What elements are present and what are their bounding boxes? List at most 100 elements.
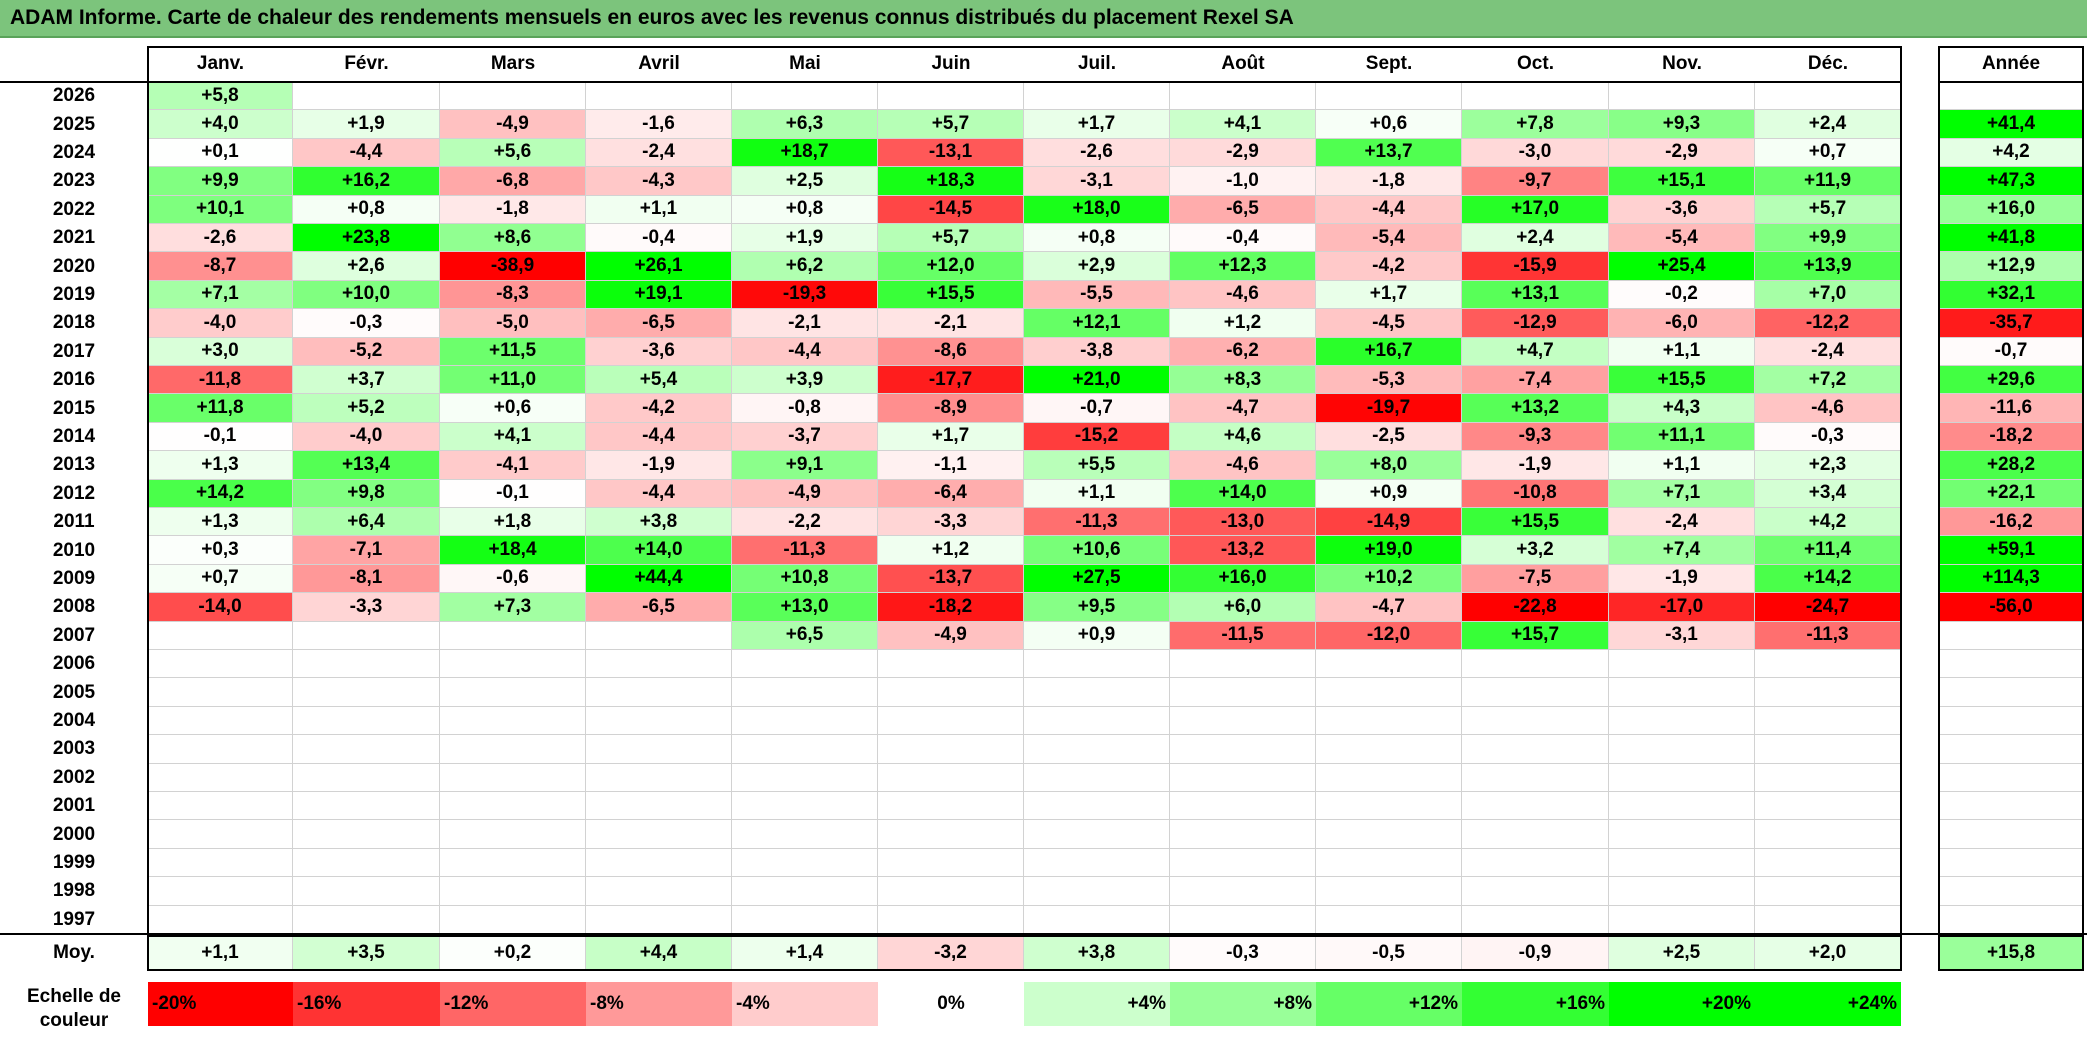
annual-cell <box>1939 877 2083 906</box>
color-scale-swatch: +20% <box>1609 982 1755 1026</box>
year-label: 2005 <box>52 681 96 703</box>
heatmap-cell <box>148 678 293 707</box>
month-header: Août <box>1221 53 1265 74</box>
year-label: 2008 <box>52 596 96 618</box>
heatmap-cell <box>586 905 732 934</box>
heatmap-cell: -6,2 <box>1170 337 1316 366</box>
heatmap-cell: +7,0 <box>1755 280 1901 310</box>
heatmap-cell: -11,5 <box>1170 621 1316 650</box>
heatmap-cell <box>586 763 732 792</box>
heatmap-cell: -12,2 <box>1755 309 1901 338</box>
color-scale-swatch: -4% <box>732 982 878 1026</box>
heatmap-cell <box>1170 706 1316 736</box>
heatmap-cell: +11,5 <box>440 337 586 366</box>
heatmap-cell <box>1462 650 1609 679</box>
heatmap-cell <box>1170 848 1316 878</box>
heatmap-cell <box>1755 678 1901 707</box>
heatmap-cell <box>1170 82 1316 111</box>
table-bottom-divider <box>0 933 2087 935</box>
heatmap-cell <box>293 763 440 792</box>
heatmap-cell <box>148 792 293 821</box>
annual-cell: -0,7 <box>1939 337 2083 366</box>
heatmap-cell: -2,5 <box>1316 422 1462 452</box>
heatmap-cell <box>1462 678 1609 707</box>
year-label: 2003 <box>52 738 96 760</box>
heatmap-cell <box>293 877 440 906</box>
heatmap-cell <box>732 706 878 736</box>
heatmap-cell: +9,9 <box>148 167 293 196</box>
month-header: Nov. <box>1662 53 1702 74</box>
month-header: Mai <box>789 53 821 74</box>
year-label: 1998 <box>52 880 96 902</box>
heatmap-cell: +4,1 <box>440 422 586 452</box>
heatmap-cell <box>1462 848 1609 878</box>
year-label: 2011 <box>53 511 95 533</box>
year-label: 2009 <box>52 567 96 589</box>
heatmap-cell: +18,0 <box>1024 195 1170 224</box>
heatmap-cell: +11,8 <box>148 394 293 423</box>
heatmap-cell <box>878 706 1024 736</box>
heatmap-cell <box>148 706 293 736</box>
heatmap-cell <box>293 735 440 764</box>
heatmap-cell: +7,4 <box>1609 536 1755 565</box>
heatmap-cell: +11,1 <box>1609 422 1755 452</box>
heatmap-cell <box>1316 820 1462 849</box>
heatmap-cell: +1,9 <box>732 224 878 253</box>
heatmap-cell: +13,4 <box>293 451 440 480</box>
heatmap-cell <box>1462 763 1609 792</box>
heatmap-cell: +15,5 <box>878 280 1024 310</box>
average-cell: +2,5 <box>1609 937 1755 969</box>
heatmap-cell <box>1316 792 1462 821</box>
heatmap-cell: -17,7 <box>878 366 1024 395</box>
average-label: Moy. <box>53 942 95 963</box>
heatmap-cell: +1,3 <box>148 451 293 480</box>
heatmap-cell: +19,0 <box>1316 536 1462 565</box>
heatmap-cell: -8,1 <box>293 564 440 594</box>
heatmap-cell: -15,2 <box>1024 422 1170 452</box>
heatmap-cell: -4,7 <box>1316 593 1462 622</box>
heatmap-cell <box>1462 706 1609 736</box>
heatmap-cell <box>1316 763 1462 792</box>
heatmap-cell: +5,8 <box>148 82 293 111</box>
heatmap-cell: +11,9 <box>1755 167 1901 196</box>
heatmap-cell <box>1462 82 1609 111</box>
heatmap-cell: +44,4 <box>586 564 732 594</box>
heatmap-cell: +3,9 <box>732 366 878 395</box>
heatmap-cell: -3,6 <box>1609 195 1755 224</box>
heatmap-cell <box>1755 820 1901 849</box>
month-header: Sept. <box>1365 53 1413 74</box>
heatmap-cell: +4,0 <box>148 110 293 139</box>
heatmap-cell: +16,0 <box>1170 564 1316 594</box>
heatmap-cell: +2,5 <box>732 167 878 196</box>
heatmap-cell <box>586 82 732 111</box>
heatmap-cell: +14,0 <box>1170 479 1316 508</box>
annual-header: Année <box>1981 53 2041 74</box>
heatmap-cell: -13,7 <box>878 564 1024 594</box>
heatmap-cell <box>732 820 878 849</box>
heatmap-cell: +5,7 <box>1755 195 1901 224</box>
annual-cell: +4,2 <box>1939 138 2083 168</box>
title-bar: ADAM Informe. Carte de chaleur des rende… <box>0 0 2087 38</box>
heatmap-cell: +14,0 <box>586 536 732 565</box>
heatmap-cell <box>1024 678 1170 707</box>
heatmap-cell: -8,9 <box>878 394 1024 423</box>
heatmap-cell: +0,7 <box>148 564 293 594</box>
heatmap-cell: -14,9 <box>1316 508 1462 537</box>
heatmap-cell <box>148 763 293 792</box>
heatmap-cell: +7,1 <box>148 280 293 310</box>
annual-cell <box>1939 735 2083 764</box>
heatmap-cell <box>1755 877 1901 906</box>
heatmap-cell <box>293 792 440 821</box>
heatmap-cell: +0,6 <box>440 394 586 423</box>
heatmap-cell <box>1609 82 1755 111</box>
month-header: Janv. <box>196 53 245 74</box>
heatmap-cell <box>1609 678 1755 707</box>
heatmap-cell <box>1609 820 1755 849</box>
heatmap-cell: +11,4 <box>1755 536 1901 565</box>
annual-cell: -11,6 <box>1939 394 2083 423</box>
heatmap-cell <box>293 621 440 650</box>
average-cell: -3,2 <box>878 937 1024 969</box>
heatmap-cell <box>878 820 1024 849</box>
heatmap-cell <box>732 735 878 764</box>
heatmap-cell <box>440 763 586 792</box>
